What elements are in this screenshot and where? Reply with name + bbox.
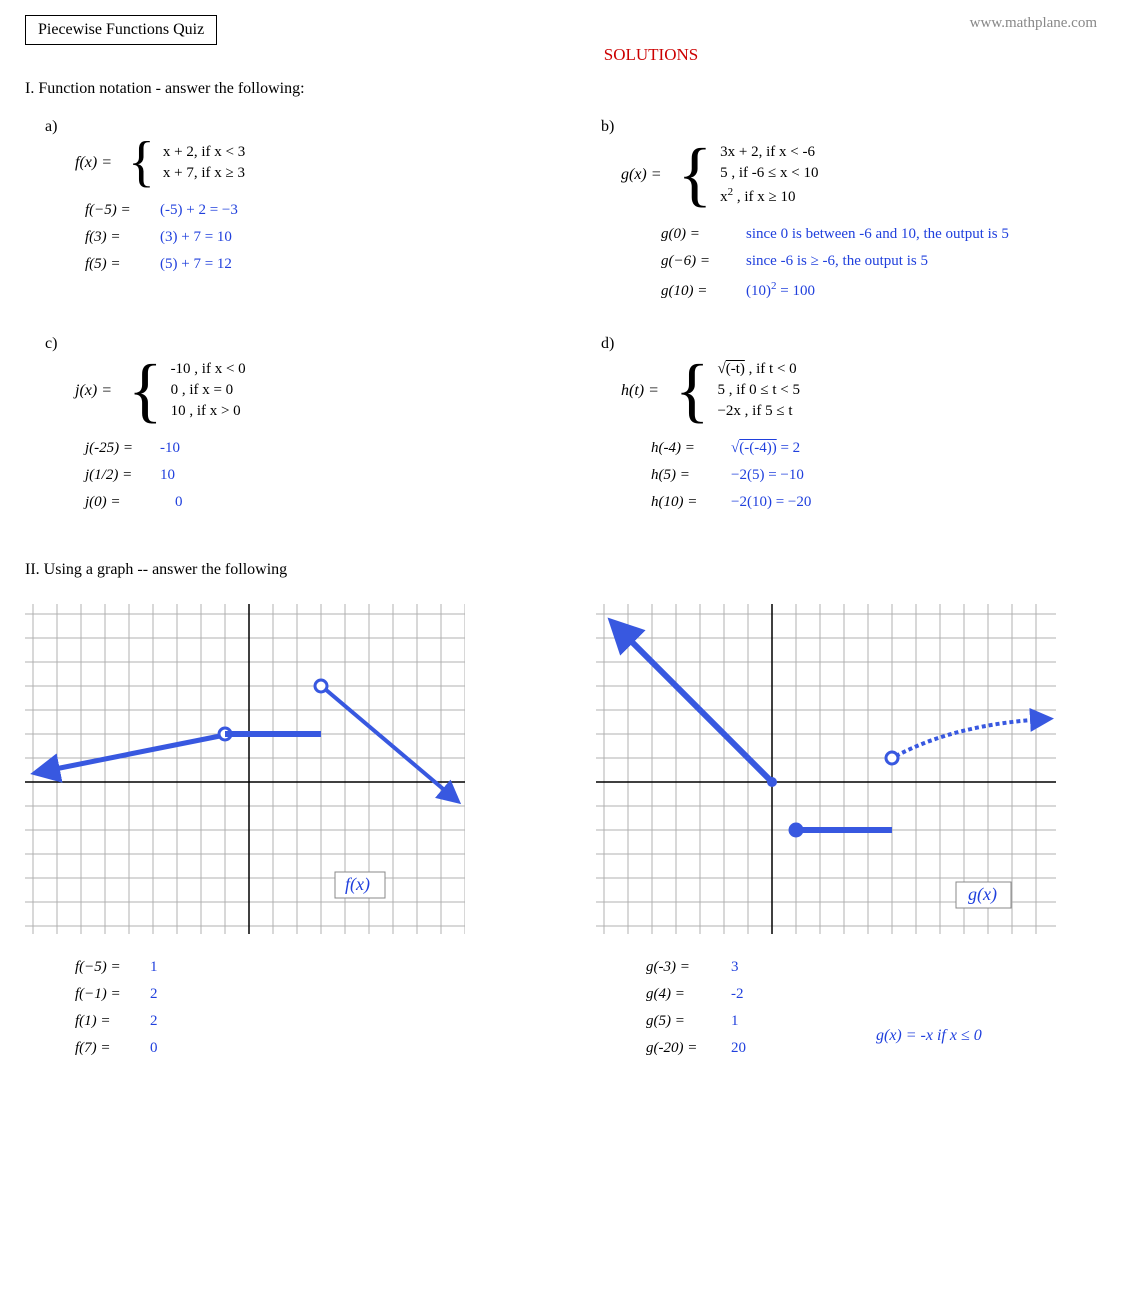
eval-rhs: 3 [731,959,739,976]
problem-c: c) j(x) = { -10 , if x < 0 0 , if x = 0 … [25,335,541,511]
eval-lhs: g(−6) = [661,253,736,270]
graph-g: g(x) [596,604,1056,934]
eval-rhs: 2 [150,1013,158,1030]
eval-rhs: -10 [160,440,180,457]
solutions-label: SOLUTIONS [604,45,698,64]
section1-title: I. Function notation - answer the follow… [25,80,1097,98]
eval-rhs: 20 [731,1040,746,1057]
problem-b-fn: g(x) = [621,166,662,184]
eval-rhs: (10)2 = 100 [746,280,815,300]
eval-rhs: 1 [150,959,158,976]
problem-b-case2: 5 , if -6 ≤ x < 10 [720,165,818,182]
eval-lhs: f(−1) = [75,986,140,1003]
eval-rhs: since 0 is between -6 and 10, the output… [746,226,1009,243]
brace-icon: { [678,153,713,196]
eval-lhs: h(-4) = [651,440,721,457]
problem-c-case1: -10 , if x < 0 [171,361,246,378]
problem-c-case3: 10 , if x > 0 [171,403,246,420]
problem-a-case1: x + 2, if x < 3 [163,144,245,161]
eval-lhs: g(10) = [661,283,736,300]
eval-lhs: g(-20) = [646,1040,721,1057]
eval-lhs: h(5) = [651,467,721,484]
graph-g-answers: g(-3) = 3 g(4) = -2 g(5) = 1 g(-20) = 20 g(x… [646,959,1097,1057]
eval-lhs: f(1) = [75,1013,140,1030]
eval-lhs: f(5) = [85,256,150,273]
eval-lhs: f(−5) = [75,959,140,976]
problem-c-label: c) [45,335,541,353]
header-row: Piecewise Functions Quiz www.mathplane.c… [25,15,1097,45]
eval-rhs: (3) + 7 = 10 [160,229,232,246]
eval-rhs: −2(5) = −10 [731,467,804,484]
eval-rhs: -2 [731,986,744,1003]
eval-lhs: j(-25) = [85,440,150,457]
eval-rhs: −2(10) = −20 [731,494,811,511]
eval-lhs: f(3) = [85,229,150,246]
problem-b-case3: x2 , if x ≥ 10 [720,186,818,206]
graphs-row: f(x) f(−5) = 1 f(−1) = 2 f(1) = 2 f(7) = 0 [25,604,1097,1067]
site-url: www.mathplane.com [970,15,1097,32]
problem-a: a) f(x) = { x + 2, if x < 3 x + 7, if x … [25,118,541,273]
eval-lhs: f(7) = [75,1040,140,1057]
problem-a-fn: f(x) = [75,154,112,172]
eval-lhs: j(1/2) = [85,467,150,484]
eval-rhs: √(-(-4)) = 2 [731,440,800,457]
problems-row-1: a) f(x) = { x + 2, if x < 3 x + 7, if x … [25,118,1097,335]
graph-f-label: f(x) [345,874,370,895]
eval-rhs: 2 [150,986,158,1003]
eval-lhs: h(10) = [651,494,721,511]
graph-g-note: g(x) = -x if x ≤ 0 [876,1027,982,1045]
eval-rhs: (-5) + 2 = −3 [160,202,238,219]
section2-title: II. Using a graph -- answer the followin… [25,561,1097,579]
quiz-title: Piecewise Functions Quiz [25,15,217,45]
problem-d-case3: −2x , if 5 ≤ t [717,403,800,420]
brace-icon: { [128,146,155,180]
eval-rhs: 0 [175,494,183,511]
problem-c-case2: 0 , if x = 0 [171,382,246,399]
problem-d-case1: √(-t) , if t < 0 [717,361,800,378]
problem-d-case2: 5 , if 0 ≤ t < 5 [717,382,800,399]
problem-d-fn: h(t) = [621,382,659,400]
eval-lhs: f(−5) = [85,202,150,219]
problem-a-label: a) [45,118,541,136]
eval-rhs: since -6 is ≥ -6, the output is 5 [746,253,928,270]
problem-d: d) h(t) = { √(-t) , if t < 0 5 , if 0 ≤ … [581,335,1097,511]
eval-lhs: j(0) = [85,494,150,511]
problem-b-label: b) [601,118,1097,136]
problem-a-case2: x + 7, if x ≥ 3 [163,165,245,182]
eval-lhs: g(4) = [646,986,721,1003]
problem-c-fn: j(x) = [75,382,112,400]
brace-icon: { [128,369,163,412]
eval-rhs: 10 [160,467,175,484]
eval-rhs: (5) + 7 = 12 [160,256,232,273]
graph-f: f(x) [25,604,465,934]
eval-rhs: 1 [731,1013,739,1030]
brace-icon: { [675,369,710,412]
graph-g-label: g(x) [968,884,997,905]
eval-lhs: g(5) = [646,1013,721,1030]
problems-row-2: c) j(x) = { -10 , if x < 0 0 , if x = 0 … [25,335,1097,546]
eval-lhs: g(0) = [661,226,736,243]
problem-b-case1: 3x + 2, if x < -6 [720,144,818,161]
problem-b: b) g(x) = { 3x + 2, if x < -6 5 , if -6 … [581,118,1097,300]
graph-f-answers: f(−5) = 1 f(−1) = 2 f(1) = 2 f(7) = 0 [75,959,526,1057]
eval-lhs: g(-3) = [646,959,721,976]
eval-rhs: 0 [150,1040,158,1057]
